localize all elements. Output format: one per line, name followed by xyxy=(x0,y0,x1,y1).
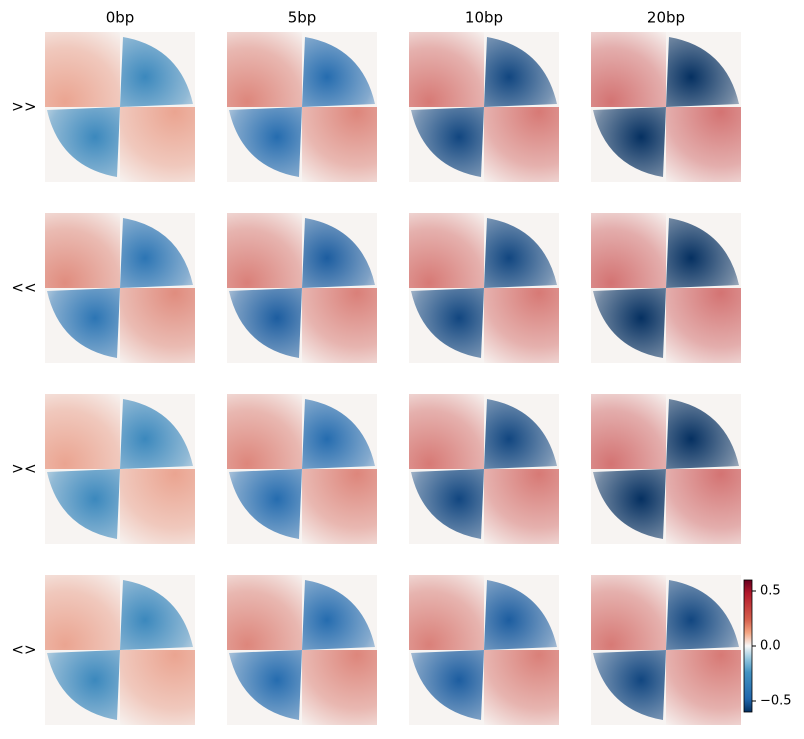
row-label: >< xyxy=(11,460,36,478)
colorbar-tick-label: 0.0 xyxy=(760,639,781,654)
colorbar xyxy=(743,579,753,713)
heatmap-panel xyxy=(409,394,559,544)
heatmap-panel xyxy=(409,213,559,363)
heatmap-panel xyxy=(227,575,377,725)
column-label: 20bp xyxy=(647,9,685,27)
heatmap-panel xyxy=(409,32,559,182)
heatmap-panel xyxy=(591,394,741,544)
heatmap-panel xyxy=(409,575,559,725)
column-label: 5bp xyxy=(288,9,317,27)
column-label: 0bp xyxy=(106,9,135,27)
heatmap-panel xyxy=(591,575,741,725)
heatmap-panel xyxy=(227,213,377,363)
row-label: <> xyxy=(11,641,36,659)
heatmap-panel xyxy=(45,394,195,544)
column-label: 10bp xyxy=(465,9,503,27)
heatmap-panel xyxy=(45,213,195,363)
heatmap-panel xyxy=(227,394,377,544)
colorbar-tick-label: −0.5 xyxy=(760,694,792,709)
heatmap-panel xyxy=(45,32,195,182)
row-label: << xyxy=(11,279,36,297)
heatmap-panel xyxy=(591,213,741,363)
row-label: >> xyxy=(11,98,36,116)
heatmap-panel xyxy=(227,32,377,182)
colorbar-tick-label: 0.5 xyxy=(760,584,781,599)
heatmap-panel xyxy=(45,575,195,725)
heatmap-panel xyxy=(591,32,741,182)
